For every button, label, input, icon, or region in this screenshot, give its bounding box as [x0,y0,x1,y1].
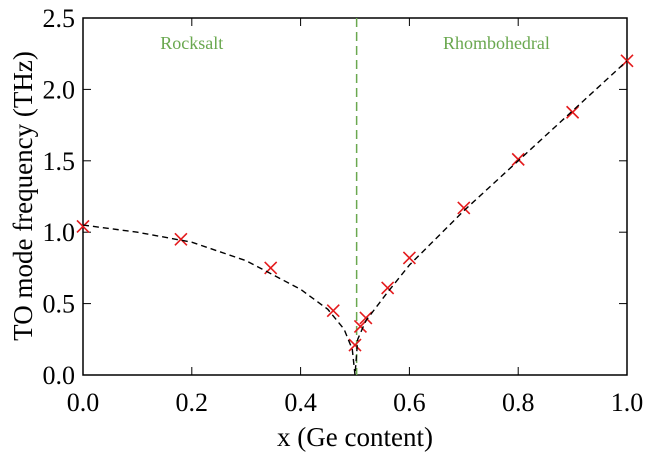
y-tick-label: 0.5 [43,290,76,319]
marker [359,311,373,325]
marker [381,281,395,295]
plot-frame [82,17,628,376]
marker [348,338,362,352]
x-tick-label: 1.0 [611,388,644,417]
x-tick-label: 0.6 [393,388,426,417]
y-tick-label: 2.5 [43,4,76,33]
phase-label: Rhombohedral [443,33,550,53]
marker [566,105,580,119]
phase-label: Rocksalt [160,33,223,53]
marker [326,304,340,318]
y-tick-label: 1.0 [43,218,76,247]
marker [76,219,90,234]
x-tick-label: 0.8 [502,388,535,417]
x-tick-label: 0.2 [176,388,209,417]
x-axis-label: x (Ge content) [277,422,433,452]
y-tick-label: 0.0 [43,361,76,390]
marker [511,152,525,166]
y-tick-label: 1.5 [43,147,76,176]
x-tick-label: 0.0 [67,388,100,417]
marker [457,201,471,215]
x-tick-label: 0.4 [284,388,317,417]
y-axis-label: TO mode frequency (THz) [8,51,38,341]
marker [402,251,416,265]
fit-curve [82,60,628,376]
y-tick-label: 2.0 [43,75,76,104]
marker [174,232,188,246]
